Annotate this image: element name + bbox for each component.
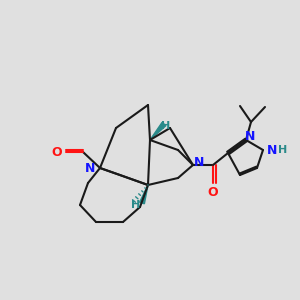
Text: N: N [194,155,204,169]
Text: H: H [131,200,141,210]
Text: H: H [161,121,171,131]
Text: N: N [85,161,95,175]
Text: O: O [208,187,218,200]
Text: N: N [267,143,277,157]
Polygon shape [140,185,148,204]
Text: N: N [245,130,255,142]
Text: H: H [278,145,288,155]
Polygon shape [150,122,166,140]
Text: O: O [52,146,62,158]
